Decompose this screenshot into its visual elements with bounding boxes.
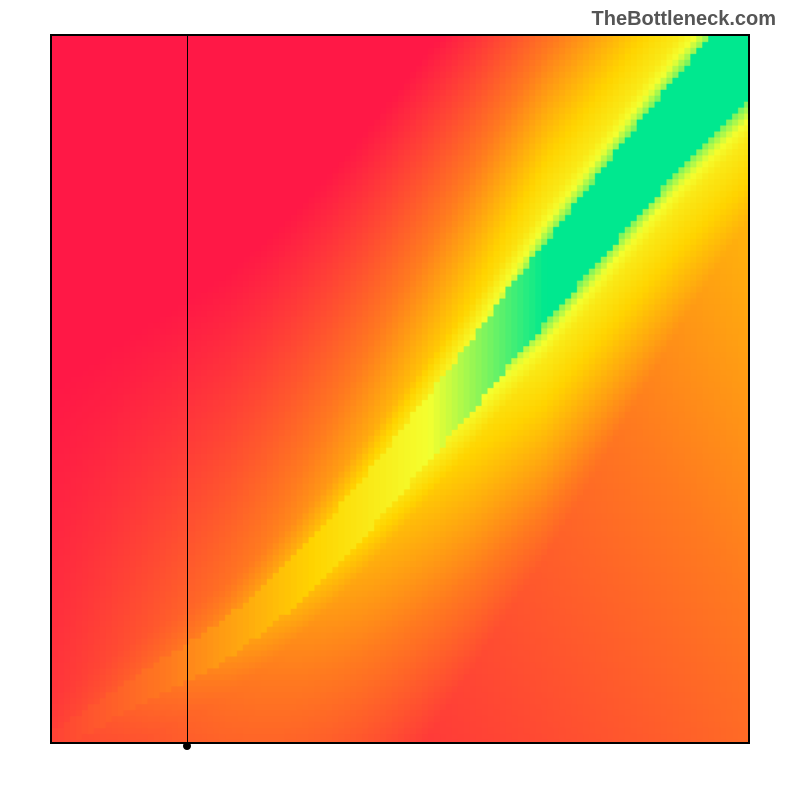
heatmap-canvas	[52, 36, 748, 742]
attribution-text: TheBottleneck.com	[592, 8, 776, 31]
crosshair-vertical-line	[187, 36, 188, 742]
heatmap-chart	[50, 34, 750, 744]
marker-dot	[183, 742, 191, 750]
